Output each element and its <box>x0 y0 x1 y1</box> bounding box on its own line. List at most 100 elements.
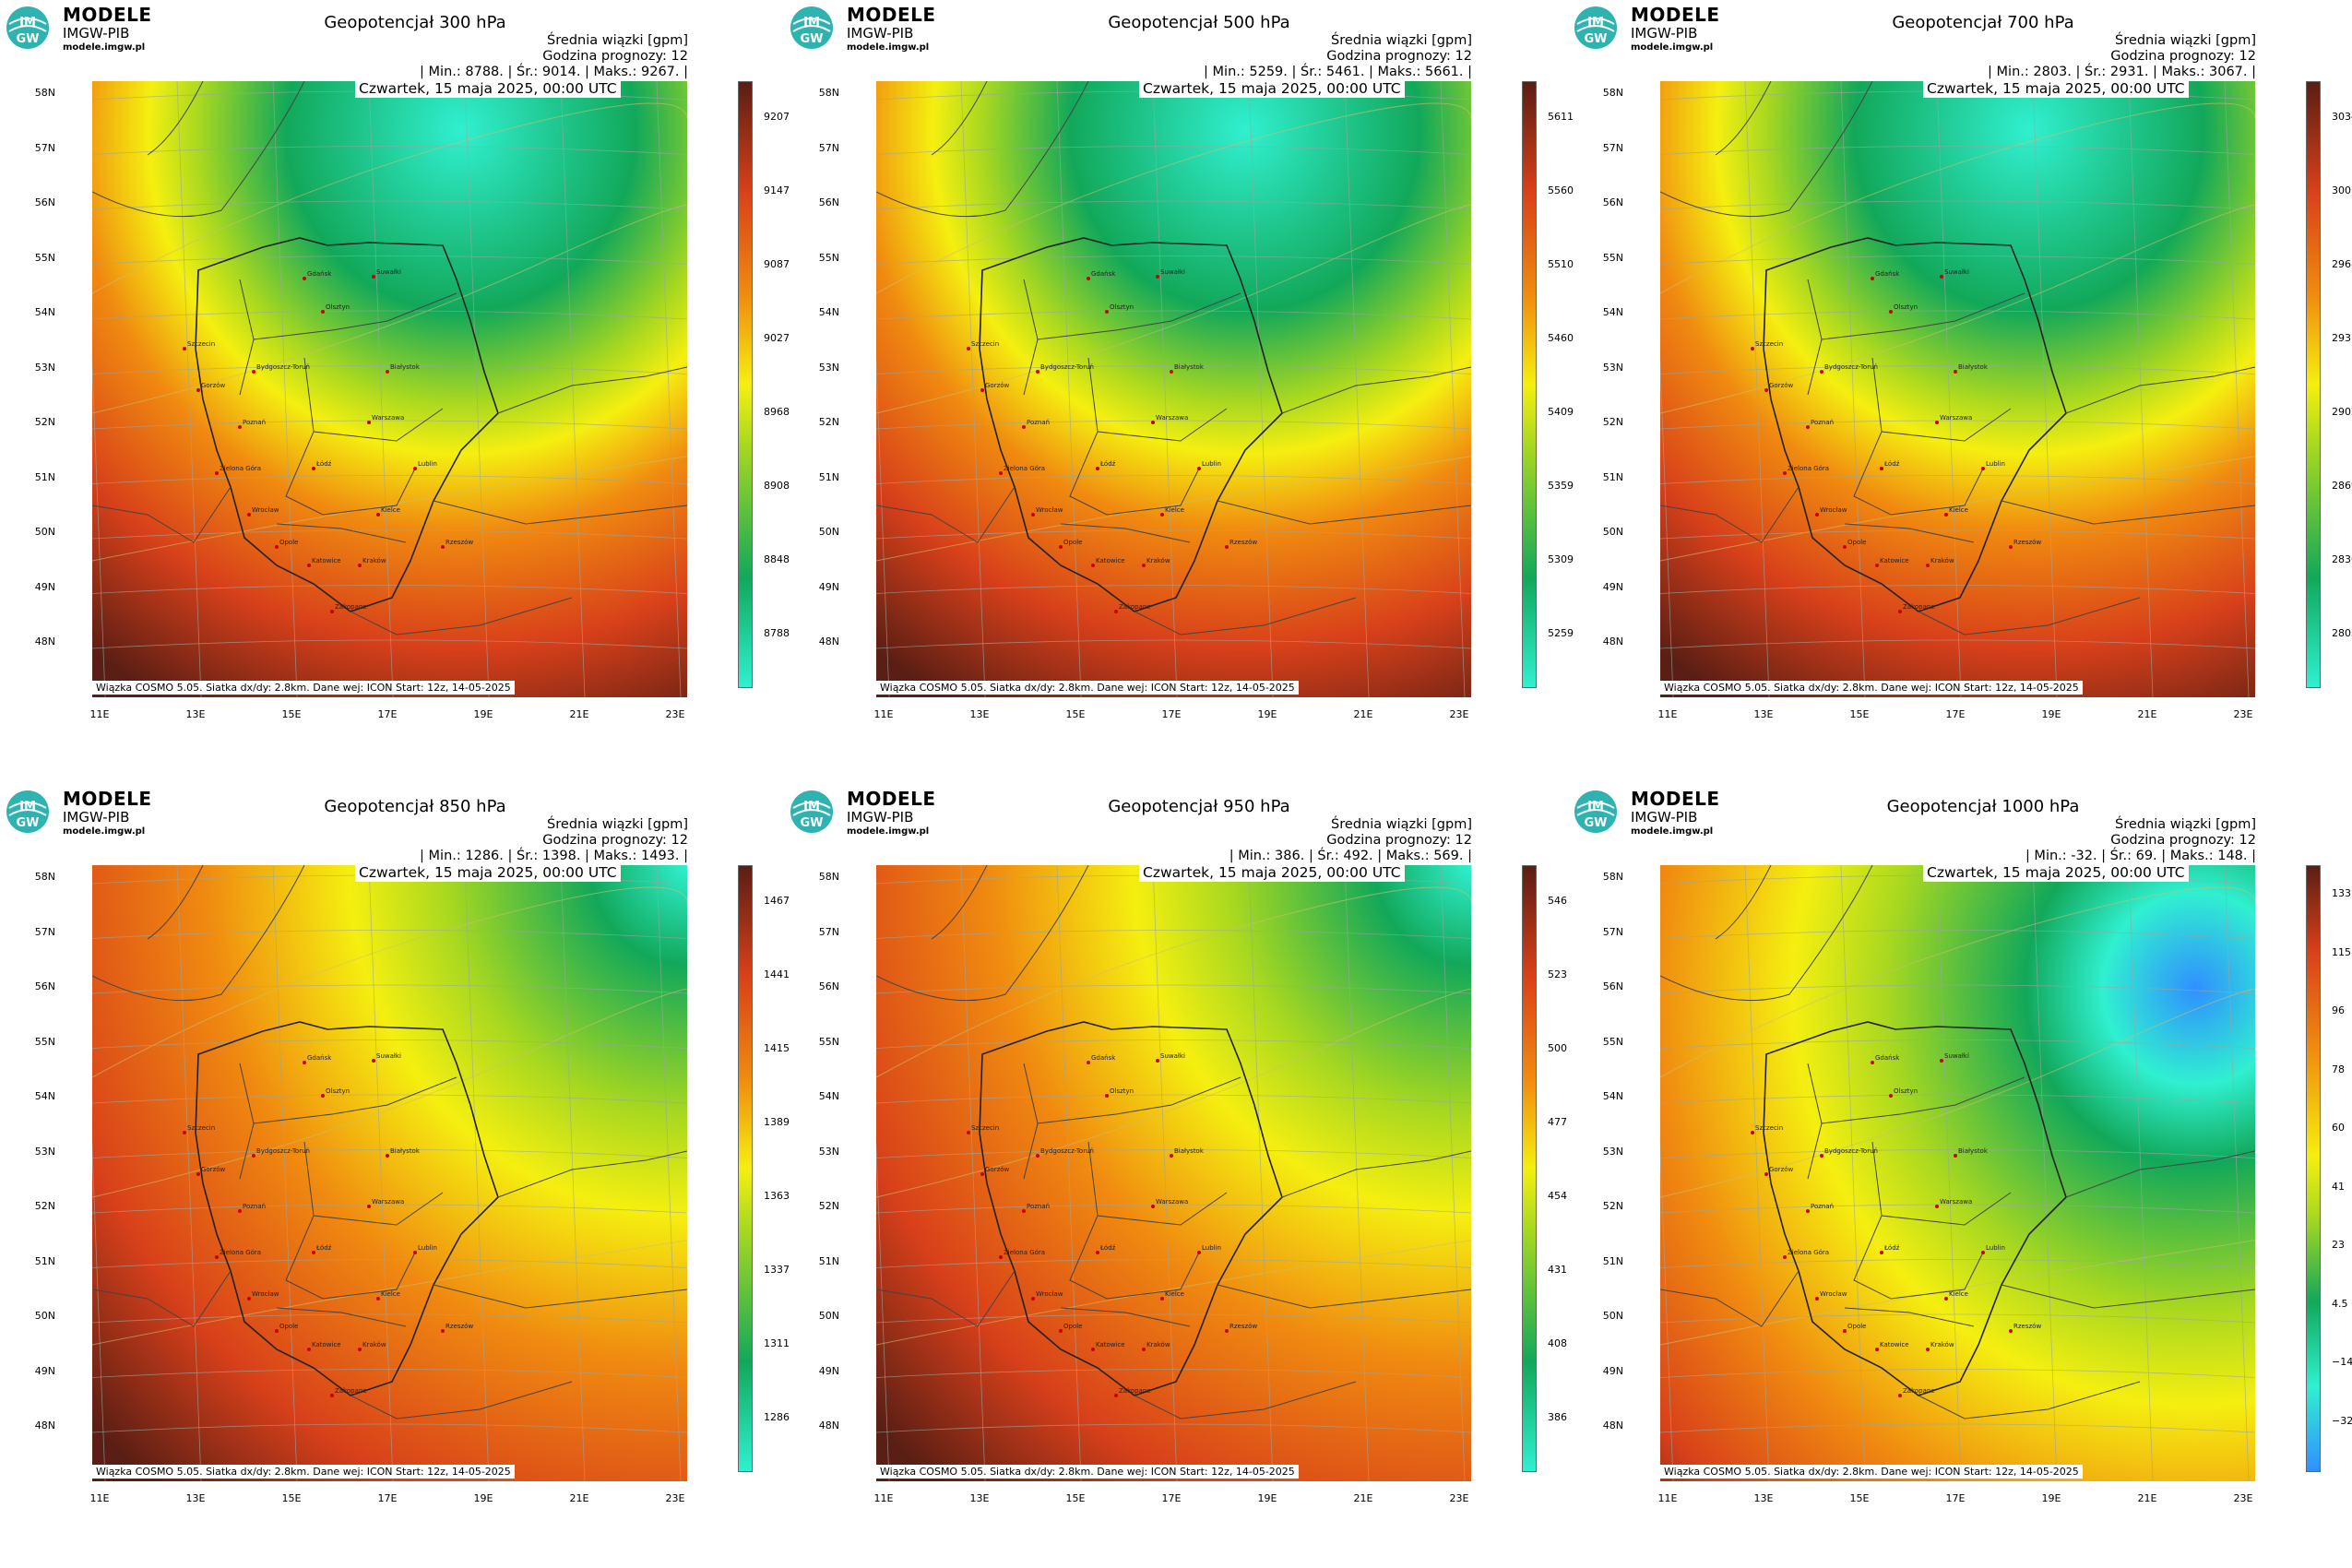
panel-title: Geopotencjał 950 hPa <box>1108 797 1290 816</box>
city-label: Opole <box>1063 539 1083 546</box>
city-marker <box>1926 1348 1930 1351</box>
city-marker <box>1871 1061 1874 1064</box>
city-marker <box>1022 1209 1026 1213</box>
svg-text:IM: IM <box>1587 16 1604 30</box>
city-marker <box>1170 1154 1173 1158</box>
lat-label: 48N <box>1602 1420 1623 1431</box>
city-marker <box>372 1059 375 1063</box>
lat-label: 54N <box>818 1090 839 1102</box>
lon-label: 15E <box>1065 708 1086 720</box>
city-label: Gdańsk <box>1091 270 1116 278</box>
panel-title: Geopotencjał 300 hPa <box>324 13 506 32</box>
lat-label: 53N <box>818 1145 839 1158</box>
map-area: Gdańsk Suwałki Olsztyn Szczecin Bydgoszc… <box>1660 865 2255 1481</box>
city-label: Wrocław <box>1820 1290 1847 1298</box>
lon-label: 19E <box>2041 708 2061 720</box>
colorbar-label: 431 <box>1548 1264 1567 1276</box>
svg-text:GW: GW <box>800 816 823 830</box>
city-marker <box>1898 610 1902 613</box>
city-label: Bydgoszcz-Toruń <box>256 1147 310 1155</box>
brand-block: MODELE IMGW-PIB modele.imgw.pl <box>63 6 152 53</box>
city-marker <box>2009 545 2013 549</box>
svg-text:IM: IM <box>803 800 820 814</box>
colorbar-label: 408 <box>1548 1337 1567 1349</box>
lon-label: 15E <box>1849 708 1870 720</box>
city-label: Kielce <box>1949 1290 1968 1298</box>
city-label: Łódź <box>1099 460 1116 468</box>
lat-label: 50N <box>818 1310 839 1322</box>
city-label: Kielce <box>1165 1290 1184 1298</box>
lat-label: 48N <box>818 636 839 647</box>
city-label: Lublin <box>1986 460 2005 468</box>
lat-label: 57N <box>818 925 839 938</box>
city-marker <box>1875 1348 1879 1351</box>
colorbar-label: 5510 <box>1548 258 1574 270</box>
lon-label: 21E <box>2137 1492 2157 1504</box>
brand-block: MODELE IMGW-PIB modele.imgw.pl <box>1631 790 1720 837</box>
brand-url: modele.imgw.pl <box>847 826 930 837</box>
city-marker <box>1151 421 1155 424</box>
city-marker <box>1898 1394 1902 1397</box>
lat-label: 54N <box>1602 1090 1623 1102</box>
colorbar-label: 96 <box>2332 1004 2345 1016</box>
colorbar-label: 1311 <box>764 1337 790 1349</box>
city-label: Białystok <box>1174 1147 1205 1155</box>
colorbar-label: 8848 <box>764 553 790 565</box>
lat-label: 54N <box>1602 306 1623 318</box>
city-label: Białystok <box>1174 363 1205 371</box>
lon-label: 11E <box>873 1492 894 1504</box>
brand-org: IMGW-PIB <box>63 25 130 42</box>
imgw-logo-icon: IM GW <box>790 790 833 833</box>
colorbar-label: 2803 <box>2332 627 2352 639</box>
colorbar-label: 477 <box>1548 1116 1567 1128</box>
forecast-hour: Godzina prognozy: 12 <box>542 833 688 848</box>
city-marker <box>307 1348 311 1351</box>
model-footer: Wiązka COSMO 5.05. Siatka dx/dy: 2.8km. … <box>1660 1465 2083 1479</box>
city-marker <box>1843 545 1847 549</box>
city-label: Wrocław <box>252 506 279 514</box>
city-marker <box>1142 564 1146 567</box>
panel-subtitle: Średnia wiązki [gpm] <box>547 817 688 832</box>
city-label: Warszawa <box>1940 414 1972 422</box>
city-marker <box>321 1094 325 1098</box>
city-label: Białystok <box>390 1147 421 1155</box>
city-marker <box>1940 1059 1943 1063</box>
city-label: Łódź <box>1883 460 1900 468</box>
city-label: Poznań <box>1027 1203 1050 1210</box>
city-label: Lublin <box>1986 1244 2005 1252</box>
city-label: Białystok <box>390 363 421 371</box>
city-label: Lublin <box>1202 460 1221 468</box>
city-label: Zielona Góra <box>1004 1249 1045 1256</box>
valid-date: Czwartek, 15 maja 2025, 00:00 UTC <box>1139 863 1405 882</box>
colorbar-label: 500 <box>1548 1042 1567 1054</box>
brand-org: IMGW-PIB <box>63 809 130 826</box>
city-marker <box>1160 513 1164 517</box>
city-label: Kraków <box>1146 557 1170 564</box>
colorbar-label: 4.5 <box>2332 1297 2348 1310</box>
colorbar-label: 2935 <box>2332 332 2352 344</box>
city-label: Gdańsk <box>307 1054 332 1062</box>
brand-name: MODELE <box>1631 4 1720 26</box>
colorbar-label: 60 <box>2332 1122 2345 1134</box>
city-marker <box>1944 1297 1948 1301</box>
lon-label: 19E <box>473 708 493 720</box>
city-marker <box>215 1255 219 1259</box>
city-marker <box>2009 1329 2013 1333</box>
city-marker <box>376 1297 380 1301</box>
city-marker <box>321 310 325 314</box>
panel-stats: | Min.: 5259. | Śr.: 5461. | Maks.: 5661… <box>1204 65 1472 79</box>
map-panel: IM GW MODELE IMGW-PIB modele.imgw.pl Geo… <box>784 0 1574 784</box>
lat-label: 58N <box>1602 87 1623 99</box>
city-label: Kielce <box>1949 506 1968 514</box>
city-label: Szczecin <box>971 340 999 348</box>
city-marker <box>252 370 255 374</box>
panel-title: Geopotencjał 1000 hPa <box>1886 797 2080 816</box>
colorbar-label: 9027 <box>764 332 790 344</box>
lon-label: 23E <box>1449 1492 1469 1504</box>
city-marker <box>303 1061 306 1064</box>
lat-label: 50N <box>818 526 839 538</box>
forecast-hour: Godzina prognozy: 12 <box>2110 49 2256 64</box>
city-label: Białystok <box>1958 1147 1989 1155</box>
panel-stats: | Min.: 2803. | Śr.: 2931. | Maks.: 3067… <box>1988 65 2256 79</box>
lat-label: 57N <box>34 141 55 154</box>
